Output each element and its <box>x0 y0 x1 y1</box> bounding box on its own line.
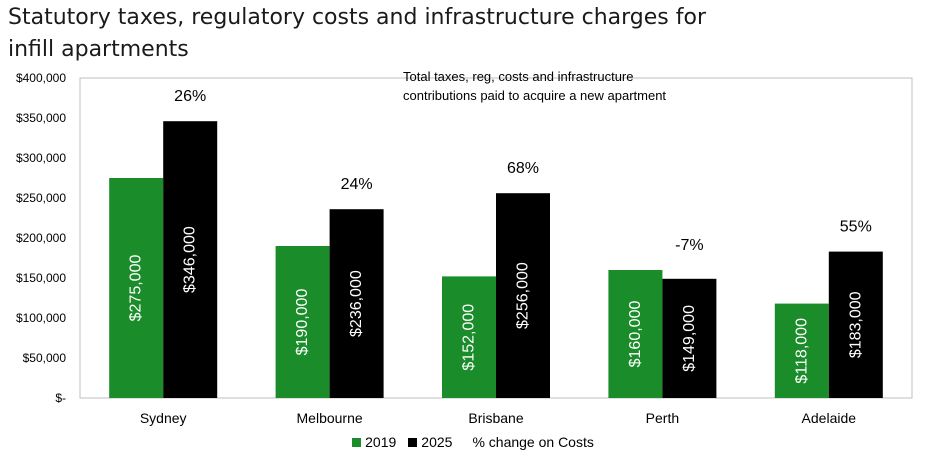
legend-swatch-2025 <box>408 437 418 447</box>
x-tick-label: Melbourne <box>297 410 363 426</box>
chart-title-line-2: infill apartments <box>8 37 189 62</box>
pct-change-label: 26% <box>174 88 206 105</box>
y-tick-label: $250,000 <box>16 191 66 205</box>
legend-label-pct-change: % change on Costs <box>472 434 594 450</box>
bar-value-label: $346,000 <box>182 226 199 293</box>
chart-title-line-1: Statutory taxes, regulatory costs and in… <box>8 5 706 30</box>
bar-2025 <box>163 121 218 398</box>
y-tick-label: $200,000 <box>16 231 66 245</box>
y-tick-label: $400,000 <box>16 71 66 85</box>
chart-annotation-line-1: Total taxes, reg, costs and infrastructu… <box>403 69 634 84</box>
bar-value-label: $183,000 <box>847 291 864 358</box>
y-tick-label: $- <box>55 391 66 405</box>
bar-chart: $- $50,000 $100,000 $150,000 $200,000 $250,00… <box>16 69 913 426</box>
chart-title: Statutory taxes, regulatory costs and in… <box>8 2 706 66</box>
x-tick-label: Adelaide <box>802 410 857 426</box>
legend-item-pct-change: % change on Costs <box>472 434 593 450</box>
bar-value-label: $275,000 <box>128 255 145 322</box>
legend-item-2025: 2025 <box>408 434 452 450</box>
bar-value-label: $236,000 <box>348 270 365 337</box>
x-tick-label: Perth <box>646 410 679 426</box>
bar-2019 <box>109 178 164 398</box>
bar-2025 <box>828 251 883 398</box>
bar-2025 <box>662 278 717 398</box>
bar-2025 <box>496 193 550 398</box>
legend-item-2019: 2019 <box>352 434 396 450</box>
bar-2019 <box>608 270 663 398</box>
pct-change-label: 55% <box>840 219 872 236</box>
bar-2019 <box>442 276 496 398</box>
legend-swatch-2019 <box>352 437 362 447</box>
chart-annotation-line-2: contributions paid to acquire a new apar… <box>403 88 666 103</box>
bar-value-label: $190,000 <box>294 289 311 356</box>
y-tick-label: $300,000 <box>16 151 66 165</box>
y-tick-label: $100,000 <box>16 311 66 325</box>
bar-value-label: $149,000 <box>681 305 698 372</box>
y-tick-label: $50,000 <box>23 351 67 365</box>
bar-2019 <box>774 303 829 398</box>
chart-legend: 2019 2025 % change on Costs <box>0 431 946 453</box>
bar-value-label: $160,000 <box>627 301 644 368</box>
bar-value-label: $256,000 <box>515 262 532 329</box>
bar-2019 <box>275 246 330 398</box>
y-tick-label: $350,000 <box>16 111 66 125</box>
x-tick-label: Brisbane <box>468 410 523 426</box>
y-tick-label: $150,000 <box>16 271 66 285</box>
legend-label-2019: 2019 <box>365 434 397 450</box>
x-tick-label: Sydney <box>140 410 187 426</box>
legend-label-2025: 2025 <box>421 434 453 450</box>
bar-value-label: $118,000 <box>793 318 810 384</box>
bar-2025 <box>329 209 384 398</box>
pct-change-label: -7% <box>675 237 703 254</box>
pct-change-label: 68% <box>507 160 539 177</box>
bar-value-label: $152,000 <box>461 304 478 371</box>
pct-change-label: 24% <box>341 176 373 193</box>
